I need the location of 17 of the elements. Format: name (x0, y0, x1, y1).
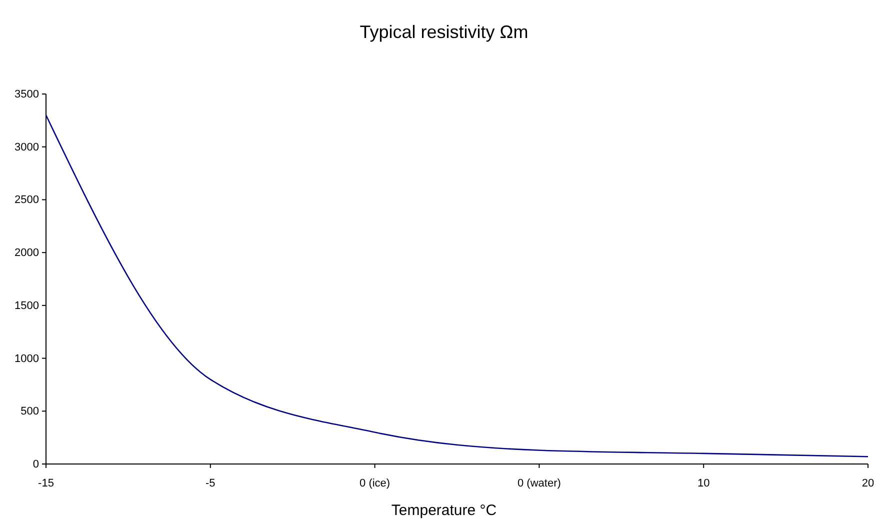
x-tick-label: -5 (206, 477, 216, 490)
x-axis-title: Temperature °C (391, 502, 497, 519)
y-tick-label: 2000 (14, 247, 39, 260)
y-tick-label: 3000 (14, 141, 39, 154)
y-tick-label: 2500 (14, 194, 39, 206)
y-tick-label: 500 (20, 406, 39, 418)
x-tick-label: 20 (862, 477, 874, 490)
chart-title: Typical resistivity Ωm (360, 22, 528, 42)
x-tick-label: 10 (697, 477, 710, 490)
y-tick-label: 1000 (14, 352, 39, 365)
x-tick-label: 0 (ice) (360, 477, 390, 490)
x-tick-label: 0 (water) (517, 477, 561, 490)
x-tick-label: -15 (38, 477, 54, 490)
y-tick-label: 3500 (14, 88, 39, 101)
y-tick-label: 1500 (14, 300, 39, 312)
line-series (45, 114, 869, 458)
y-tick-label: 0 (32, 458, 39, 471)
